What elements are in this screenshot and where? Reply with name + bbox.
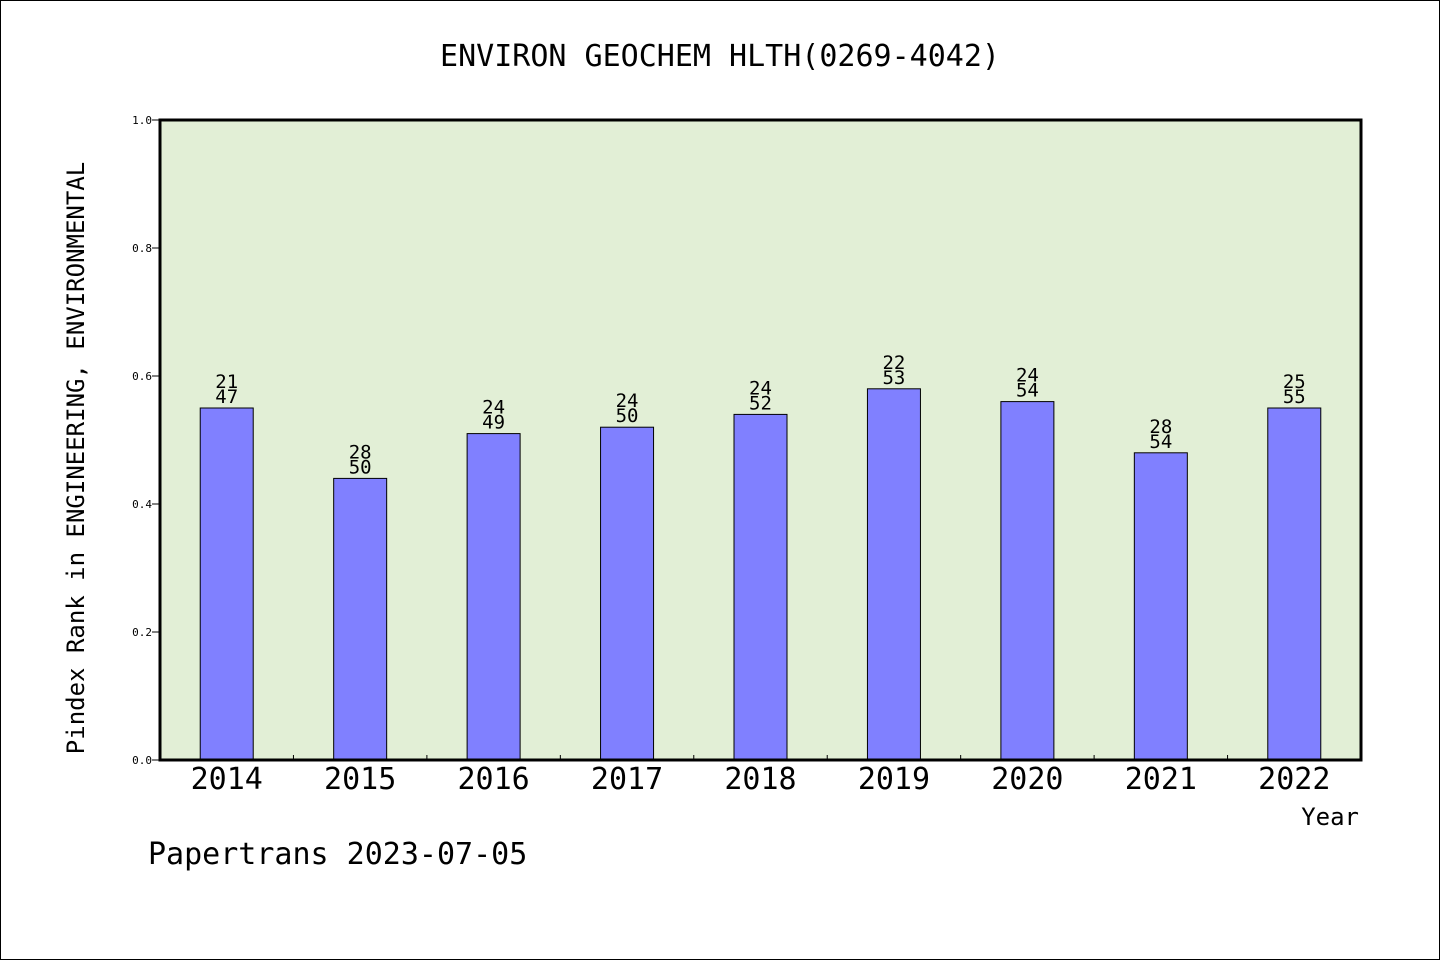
x-axis-label: Year [1301,803,1359,831]
footer-credit: Papertrans 2023-07-05 [148,837,527,872]
bar-label-rank: 28 [1149,416,1172,438]
chart-title: ENVIRON GEOCHEM HLTH(0269-4042) [440,39,1000,74]
y-axis: 0.0 0.2 0.4 0.6 0.8 1.0 [132,114,160,767]
y-tick-label: 0.2 [132,626,152,639]
y-tick-label: 1.0 [132,114,152,127]
bar-label-rank: 24 [1016,365,1039,387]
x-tick-label: 2016 [457,762,529,797]
bar-label-total: 55 [1283,386,1306,408]
x-tick-label: 2015 [324,762,396,797]
bar-label-total: 54 [1149,431,1172,453]
bar-label-total: 47 [215,386,238,408]
bar-label-rank: 24 [482,397,505,419]
bar-label-total: 49 [482,412,505,434]
bar [466,433,521,761]
bar-label-total: 53 [882,367,905,389]
x-tick-label: 2018 [724,762,796,797]
bar-label-rank: 25 [1283,371,1306,393]
y-tick-label: 0.0 [132,754,152,767]
bar [199,407,254,761]
bar-label-rank: 22 [882,352,905,374]
x-tick-label: 2020 [991,762,1063,797]
y-tick-label: 0.8 [132,242,152,255]
bar-label-total: 52 [749,392,772,414]
bar [1000,401,1055,761]
bar-label-rank: 28 [349,441,372,463]
x-tick-label: 2021 [1125,762,1197,797]
x-axis: 2014 2015 2016 2017 2018 2019 2020 2021 2022 [191,755,1330,797]
bar [600,426,655,761]
y-tick-label: 0.4 [132,498,152,511]
bar [333,477,388,761]
bar-label-total: 50 [349,456,372,478]
bar [1133,452,1188,761]
bar-label-total: 50 [616,405,639,427]
x-tick-label: 2014 [191,762,263,797]
bar [1267,407,1322,761]
bar-label-rank: 24 [749,377,772,399]
bar-label-total: 54 [1016,380,1039,402]
bar [866,388,921,761]
y-tick-label: 0.6 [132,370,152,383]
plot-border [158,118,1363,762]
x-tick-label: 2019 [858,762,930,797]
bar-label-rank: 24 [616,390,639,412]
x-tick-label: 2017 [591,762,663,797]
x-tick-label: 2022 [1258,762,1330,797]
bar [733,413,788,761]
bar-label-rank: 21 [215,371,238,393]
y-axis-label: Pindex Rank in ENGINEERING, ENVIRONMENTA… [62,162,90,754]
